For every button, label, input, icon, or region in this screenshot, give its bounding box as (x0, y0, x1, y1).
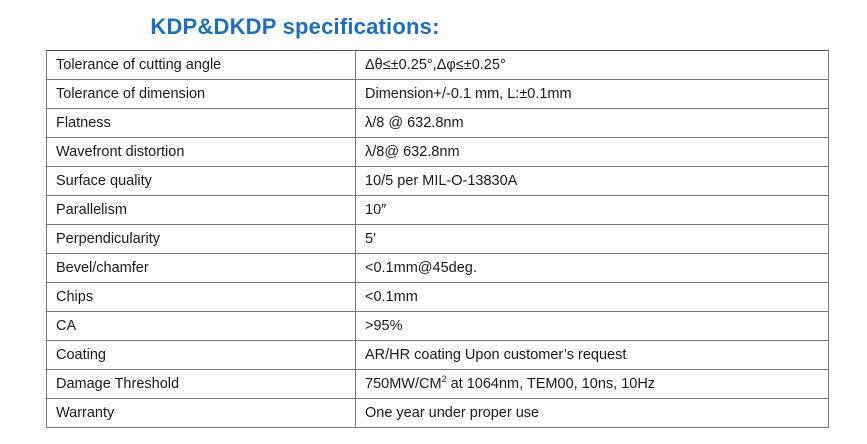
spec-parameter: Damage Threshold (46, 369, 356, 399)
spec-value: λ/8 @ 632.8nm (355, 108, 829, 138)
table-row: Tolerance of dimension Dimension+/-0.1 m… (46, 79, 829, 109)
spec-parameter: Flatness (46, 108, 356, 138)
spec-value: <0.1mm@45deg. (355, 253, 829, 283)
spec-parameter: Warranty (46, 398, 356, 428)
spec-value: Δθ≤±0.25°,Δφ≤±0.25° (355, 50, 829, 80)
table-row: Parallelism 10″ (46, 195, 829, 225)
spec-parameter: Tolerance of cutting angle (46, 50, 356, 80)
table-row: Tolerance of cutting angle Δθ≤±0.25°,Δφ≤… (46, 50, 829, 80)
table-row: Coating AR/HR coating Upon customer’s re… (46, 340, 829, 370)
spec-value: <0.1mm (355, 282, 829, 312)
specifications-table: Tolerance of cutting angle Δθ≤±0.25°,Δφ≤… (46, 50, 829, 428)
page-title: KDP&DKDP specifications: (150, 14, 440, 39)
spec-parameter: Tolerance of dimension (46, 79, 356, 109)
spec-value: 10″ (355, 195, 829, 225)
spec-parameter: CA (46, 311, 356, 341)
spec-value: λ/8@ 632.8nm (355, 137, 829, 167)
spec-value-rest: at 1064nm, TEM00, 10ns, 10Hz (446, 376, 656, 392)
spec-parameter: Chips (46, 282, 356, 312)
table-row: Wavefront distortion λ/8@ 632.8nm (46, 137, 829, 167)
table-row: Flatness λ/8 @ 632.8nm (46, 108, 829, 138)
table-row: CA >95% (46, 311, 829, 341)
spec-parameter: Wavefront distortion (46, 137, 356, 167)
spec-parameter: Perpendicularity (46, 224, 356, 254)
spec-value: AR/HR coating Upon customer’s request (355, 340, 829, 370)
table-row: Perpendicularity 5′ (46, 224, 829, 254)
table-row: Chips <0.1mm (46, 282, 829, 312)
spec-value: 750MW/CM2 at 1064nm, TEM00, 10ns, 10Hz (355, 369, 829, 399)
table-row: Surface quality 10/5 per MIL-O-13830A (46, 166, 829, 196)
spec-parameter: Surface quality (46, 166, 356, 196)
spec-value: Dimension+/-0.1 mm, L:±0.1mm (355, 79, 829, 109)
spec-value-superscript: 2 (441, 374, 447, 385)
table-row: Damage Threshold 750MW/CM2 at 1064nm, TE… (46, 369, 829, 399)
spec-value: >95% (355, 311, 829, 341)
table-row: Warranty One year under proper use (46, 398, 829, 428)
table-row: Bevel/chamfer <0.1mm@45deg. (46, 253, 829, 283)
spec-parameter: Bevel/chamfer (46, 253, 356, 283)
spec-value-main: 750MW/CM (365, 376, 442, 392)
spec-parameter: Coating (46, 340, 356, 370)
spec-value: 10/5 per MIL-O-13830A (355, 166, 829, 196)
spec-value: 5′ (355, 224, 829, 254)
spec-value: One year under proper use (355, 398, 829, 428)
spec-parameter: Parallelism (46, 195, 356, 225)
